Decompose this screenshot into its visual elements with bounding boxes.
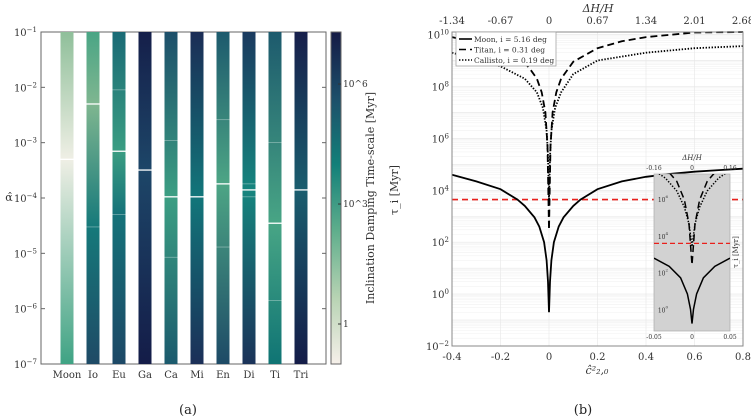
bar-eu bbox=[112, 32, 126, 364]
x-tick-label: 0 bbox=[546, 352, 552, 363]
colorbar-ticks: 1 10^3 10^6 bbox=[338, 80, 368, 330]
inset-y-tick-label: 104 bbox=[658, 231, 669, 241]
inset-top-x-tick-label: 0.16 bbox=[723, 165, 737, 172]
inset-y-tick-label: 106 bbox=[658, 194, 669, 204]
inset-x-tick-label: 0.05 bbox=[723, 334, 737, 341]
inset-series bbox=[654, 257, 730, 324]
x-tick-label: Mi bbox=[190, 370, 203, 381]
y-tick-label: 102 bbox=[432, 236, 449, 249]
x-tick-label: En bbox=[216, 370, 230, 381]
y-tick-label: 10−5 bbox=[14, 247, 37, 260]
x-tick-label: Eu bbox=[112, 370, 126, 381]
x-tick-label: -0.2 bbox=[491, 352, 510, 363]
inset-axes bbox=[653, 173, 731, 332]
y-axis-label-b: τ_i [Myr] bbox=[388, 165, 401, 215]
series-callisto bbox=[451, 45, 744, 201]
inset-curves bbox=[654, 174, 730, 324]
top-x-tick-label: 2.01 bbox=[683, 16, 705, 27]
inset-top-x-tick-label: -0.16 bbox=[646, 165, 662, 172]
bar-mi bbox=[190, 32, 204, 364]
series-moon bbox=[451, 167, 744, 313]
bar-io bbox=[86, 32, 100, 364]
panel-a: 10−1 10−2 10−3 10−4 10−5 10−6 10−7 Moon Io Eu Ga C… bbox=[5, 26, 377, 418]
y-tick-label: 10−2 bbox=[14, 81, 37, 94]
top-x-tick-label: 2.68 bbox=[732, 16, 751, 27]
legend-entry: Titan, i = 0.31 deg bbox=[474, 46, 545, 55]
y-tick-label: 10−3 bbox=[14, 137, 37, 150]
y-tick-label: 108 bbox=[432, 80, 449, 93]
bars bbox=[60, 32, 308, 364]
colorbar-tick-label: 1 bbox=[343, 320, 349, 330]
panel-a-axes bbox=[40, 31, 327, 365]
legend: Moon, i = 5.16 deg Titan, i = 0.31 degCal… bbox=[455, 31, 557, 67]
legend-entry: Moon, i = 5.16 deg bbox=[474, 35, 547, 44]
x-tick-label: Ga bbox=[138, 370, 152, 381]
bar-ti bbox=[268, 32, 282, 364]
x-tick-label: Io bbox=[88, 370, 98, 381]
x-tick-label: -0.4 bbox=[442, 352, 461, 363]
inset-top-x-label: ΔH/H bbox=[681, 154, 703, 162]
colorbar-tick-label: 10^3 bbox=[343, 200, 368, 210]
top-x-tick-label: 1.34 bbox=[635, 16, 657, 27]
bar-en bbox=[216, 32, 230, 364]
top-x-tick-label: 0.67 bbox=[586, 16, 608, 27]
panel-b: -0.4 -0.2 0 0.2 0.4 0.6 0.8 -1.34 -0.67 0 0.67 1.34… bbox=[388, 2, 751, 418]
colorbar-tick-label: 10^6 bbox=[343, 80, 368, 90]
top-x-tick-label: -1.34 bbox=[439, 16, 465, 27]
top-x-tick-label: -0.67 bbox=[488, 16, 514, 27]
bar-ga bbox=[138, 32, 152, 364]
legend-box bbox=[455, 31, 557, 67]
top-x-axis-label: ΔH/H bbox=[582, 2, 614, 15]
y-tick-label: 104 bbox=[432, 184, 450, 197]
bar-tri bbox=[294, 32, 308, 364]
inset-top-x-tick-label: 0 bbox=[690, 165, 694, 172]
legend-entry: Callisto, i = 0.19 deg bbox=[474, 56, 554, 65]
y-tick-label: 10−6 bbox=[14, 303, 38, 316]
x-tick-label: Di bbox=[243, 370, 254, 381]
series-titan bbox=[451, 31, 744, 230]
colorbar bbox=[330, 31, 342, 365]
bar-ca bbox=[164, 32, 178, 364]
x-tick-label: 0.8 bbox=[735, 352, 751, 363]
x-tick-label: 0.4 bbox=[638, 352, 654, 363]
bar-moon bbox=[60, 32, 74, 364]
inset-series bbox=[669, 174, 715, 265]
x-tick-label: Moon bbox=[53, 370, 82, 381]
inset-y-label: τ_i [Myr] bbox=[732, 236, 740, 268]
y-tick-label: 100 bbox=[432, 288, 449, 301]
x-tick-label: Ca bbox=[164, 370, 178, 381]
caption-b: (b) bbox=[574, 403, 592, 418]
x-tick-label: Tri bbox=[294, 370, 309, 381]
bar-di bbox=[242, 32, 256, 364]
y-tick-label: 1010 bbox=[427, 29, 449, 42]
inset-y-tick-label: 102 bbox=[658, 268, 669, 278]
inset-series bbox=[658, 174, 726, 247]
panel-b-frame bbox=[451, 31, 744, 347]
x-axis-label: ĉ²₂,₀ bbox=[586, 364, 609, 377]
inset-y-tick-label: 100 bbox=[658, 305, 669, 315]
inset-x-tick-label: -0.05 bbox=[646, 334, 662, 341]
y-tick-label: 10−4 bbox=[14, 192, 38, 205]
colorbar-label: Inclination Damping Time-scale [Myr] bbox=[364, 92, 377, 304]
y-tick-label: 10−1 bbox=[14, 26, 37, 39]
x-tick-label: 0.2 bbox=[590, 352, 606, 363]
x-tick-label: 0.6 bbox=[687, 352, 703, 363]
y-tick-label: 106 bbox=[432, 132, 450, 145]
inset: -0.05 0 0.05 -0.16 0 0.16 100 102 104 106 ΔH/H τ_i … bbox=[646, 154, 740, 341]
caption-a: (a) bbox=[179, 403, 197, 418]
x-tick-label: Ti bbox=[270, 370, 280, 381]
y-axis-label: α̂ bbox=[5, 191, 13, 204]
x-tick-labels: Moon Io Eu Ga Ca Mi En Di Ti Tri bbox=[53, 370, 309, 381]
top-x-tick-label: 0 bbox=[546, 16, 552, 27]
inset-x-tick-label: 0 bbox=[690, 334, 694, 341]
y-tick-label: 10−7 bbox=[14, 358, 37, 371]
